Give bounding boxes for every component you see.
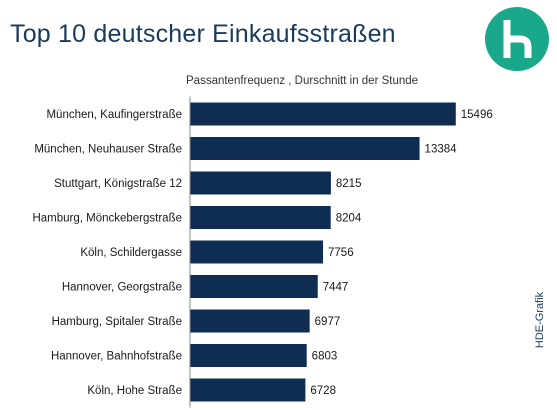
category-label: München, Neuhauser Straße bbox=[34, 144, 182, 156]
bar bbox=[190, 240, 324, 264]
category-labels-group: München, Kaufingerstraße München, Neuhaus… bbox=[32, 109, 182, 397]
value-label: 6977 bbox=[315, 316, 341, 328]
value-label: 15496 bbox=[461, 109, 493, 121]
bar bbox=[190, 275, 318, 298]
value-label: 8215 bbox=[336, 178, 362, 190]
value-label: 6803 bbox=[312, 351, 338, 363]
chart-subtitle: Passantenfrequenz , Durschnitt in der St… bbox=[186, 75, 419, 87]
value-label: 13384 bbox=[425, 144, 458, 156]
bar bbox=[190, 137, 420, 160]
bar bbox=[190, 309, 310, 333]
category-label: Köln, Hohe Straße bbox=[87, 385, 182, 397]
logo-glyph bbox=[503, 20, 532, 58]
category-label: Hannover, Georgstraße bbox=[62, 282, 182, 294]
bar bbox=[190, 206, 331, 229]
value-label: 7756 bbox=[328, 247, 354, 259]
category-label: Hannover, Bahnhofstraße bbox=[51, 351, 182, 363]
category-label: München, Kaufingerstraße bbox=[46, 109, 182, 121]
category-label: Hamburg, Mönckebergstraße bbox=[32, 213, 182, 225]
category-label: Hamburg, Spitaler Straße bbox=[52, 316, 182, 328]
bar bbox=[190, 102, 456, 126]
bar bbox=[190, 378, 306, 402]
value-label: 6728 bbox=[310, 385, 336, 397]
value-label: 7447 bbox=[323, 282, 349, 294]
value-label: 8204 bbox=[336, 213, 362, 225]
hde-logo-icon bbox=[485, 7, 549, 71]
bars-group bbox=[190, 102, 456, 402]
page-title: Top 10 deutscher Einkaufsstraßen bbox=[10, 20, 396, 48]
category-label: Stuttgart, Königstraße 12 bbox=[54, 178, 182, 190]
bar bbox=[190, 344, 307, 367]
category-label: Köln, Schildergasse bbox=[80, 247, 182, 259]
value-labels-group: 15496 13384 8215 8204 7756 7447 6977 6803 6728 bbox=[310, 109, 492, 397]
bar bbox=[190, 171, 331, 195]
